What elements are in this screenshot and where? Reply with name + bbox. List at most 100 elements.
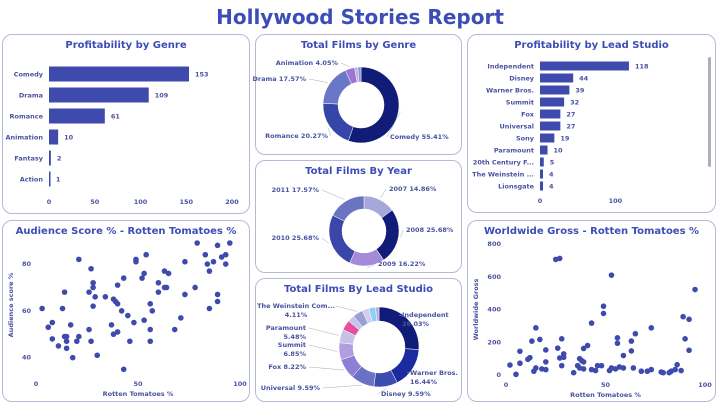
scrollbar[interactable] <box>708 57 711 167</box>
scatter-point <box>558 336 565 342</box>
bar <box>540 85 570 95</box>
scatter-point <box>227 240 233 246</box>
scatter-point <box>686 347 692 354</box>
scatter-point <box>210 258 217 265</box>
bar-category-label: Action <box>20 176 44 184</box>
scatter-point <box>556 255 563 262</box>
scatter-point <box>110 331 117 338</box>
scatter-point <box>554 345 561 351</box>
bar-category-label: Warner Bros. <box>486 87 534 95</box>
bar <box>540 133 555 143</box>
scatter-point <box>614 340 621 347</box>
x-tick-label: 100 <box>134 198 148 206</box>
chart-title: Total Films By Year <box>305 166 412 177</box>
chart-title: Audience Score % - Rotten Tomatoes % <box>15 226 237 237</box>
leader-line <box>335 305 357 312</box>
donut-label: 2008 25.68% <box>406 226 454 234</box>
leader-line <box>377 388 387 395</box>
bar-category-label: Summit <box>506 99 534 107</box>
scatter-point <box>206 268 213 274</box>
scatter-point <box>222 261 229 267</box>
scatter-point <box>638 368 645 375</box>
bar-category-label: Drama <box>19 92 43 100</box>
scatter-point <box>141 270 147 277</box>
scatter-point <box>632 330 639 337</box>
y-tick-label: 800 <box>487 240 501 248</box>
bar <box>49 66 189 82</box>
donut-slice <box>375 306 380 322</box>
scatter-point <box>165 270 172 277</box>
donut-label: Universal 9.59% <box>261 384 321 392</box>
scatter-point <box>127 338 133 345</box>
leader-line <box>398 314 410 319</box>
donut-slice <box>322 70 352 105</box>
donut-slice <box>332 195 365 222</box>
bar <box>49 150 51 166</box>
bar-category-label: Lionsgate <box>498 183 534 191</box>
bar-data-label: 10 <box>554 147 564 155</box>
scatter-point <box>608 272 615 278</box>
bar <box>540 181 544 191</box>
scatter-point <box>507 362 513 368</box>
scatter-point <box>133 258 139 265</box>
scatter-point <box>102 294 109 300</box>
scatter-point <box>620 365 627 371</box>
scatter-point <box>648 325 655 331</box>
scatter-point <box>114 329 121 335</box>
donut-year-films: 2007 14.86% 2008 25.68% 2009 16.22% 2010 25… <box>272 185 454 269</box>
bar-category-label: Fox <box>521 111 535 119</box>
y-axis-label: Worldwide Gross <box>472 278 480 340</box>
bar-data-label: 39 <box>575 87 585 95</box>
scatter-point <box>120 275 127 281</box>
leader-line <box>322 384 362 389</box>
bar-data-label: 32 <box>570 99 579 107</box>
y-tick-label: 600 <box>487 273 501 281</box>
bar <box>49 87 149 103</box>
scatter-point <box>630 365 637 371</box>
y-tick-label: 0 <box>496 371 501 379</box>
x-tick-label: 50 <box>133 380 143 388</box>
x-tick-label: 50 <box>601 381 611 389</box>
bar-data-label: 27 <box>566 123 575 131</box>
leader-line <box>308 78 328 83</box>
scatter-gross-rt: 0 50 100 0 200 400 600 800 Rotten Tomatoes % Worl… <box>472 240 712 399</box>
panel-audience-vs-rt: Audience Score % - Rotten Tomatoes % 0 50… <box>2 220 250 402</box>
scatter-point <box>206 305 213 312</box>
scatter-point <box>55 343 62 349</box>
bar <box>540 169 544 179</box>
scatter-point <box>570 369 577 376</box>
scatter-point <box>118 308 125 314</box>
scatter-point <box>92 294 98 300</box>
scatter-point <box>517 360 523 367</box>
leader-line <box>321 189 345 200</box>
scatter-point <box>125 312 131 319</box>
scatter-point <box>108 322 115 328</box>
scatter-point <box>143 251 149 258</box>
donut-label: Comedy 55.41% <box>390 133 449 141</box>
donut-label: Summit <box>278 341 306 349</box>
panel-films-by-studio: Total Films By Lead Studio Independent 26… <box>255 278 462 402</box>
panel-gross-vs-rt: Worldwide Gross - Rotten Tomatoes % 0 50 1… <box>467 220 716 402</box>
scatter-point <box>88 265 94 272</box>
scatter-point <box>682 336 688 342</box>
donut-label: Disney 9.59% <box>381 390 431 398</box>
leader-line <box>308 366 344 371</box>
y-tick-label: 60 <box>22 307 32 315</box>
scatter-point <box>63 333 70 340</box>
donut-label: 2009 16.22% <box>378 260 426 268</box>
scatter-point <box>214 298 221 305</box>
bar-data-label: 4 <box>549 183 554 191</box>
bar-category-label: Disney <box>509 75 535 83</box>
scatter-point <box>513 371 519 378</box>
scatter-point <box>63 345 70 352</box>
bar-category-label: Universal <box>500 123 534 131</box>
scatter-point <box>537 336 543 343</box>
scatter-point <box>49 336 56 342</box>
donut-label: 16.44% <box>410 378 438 386</box>
scatter-point <box>147 326 154 333</box>
bar <box>49 108 105 124</box>
scatter-point <box>543 347 549 353</box>
